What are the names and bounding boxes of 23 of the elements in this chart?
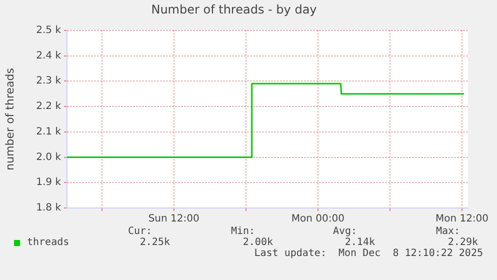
y-tick-label: 1.9 k — [36, 177, 62, 188]
x-tick-label: Mon 00:00 — [291, 214, 344, 225]
text: Min: — [230, 226, 256, 237]
text: 2.00k — [242, 237, 273, 248]
text: Avg: — [332, 226, 358, 237]
text: Max: — [436, 226, 460, 237]
text: Last update: Mon Dec 8 12:10:22 2025 — [254, 248, 483, 259]
text: 2.14k — [344, 237, 375, 248]
x-tick-label: Sun 12:00 — [148, 214, 200, 225]
y-tick-label: 2.3 k — [36, 76, 62, 87]
y-tick-label: 2.0 k — [36, 152, 62, 163]
y-tick-label: 2.2 k — [36, 101, 62, 112]
chart-title: Number of threads - by day — [151, 2, 317, 16]
text: 2.29k — [448, 237, 478, 248]
legend-label: threads — [27, 237, 70, 248]
text: 2.25k — [140, 237, 170, 248]
text: Cur: — [128, 226, 152, 237]
y-axis-title: number of threads — [3, 68, 16, 170]
y-tick-label: 2.4 k — [36, 50, 62, 62]
y-tick-label: 2.1 k — [36, 126, 62, 138]
y-tick-label: 2.5 k — [36, 24, 62, 36]
x-tick-label: Mon 12:00 — [435, 214, 489, 225]
y-tick-label: 1.8 k — [36, 202, 62, 214]
